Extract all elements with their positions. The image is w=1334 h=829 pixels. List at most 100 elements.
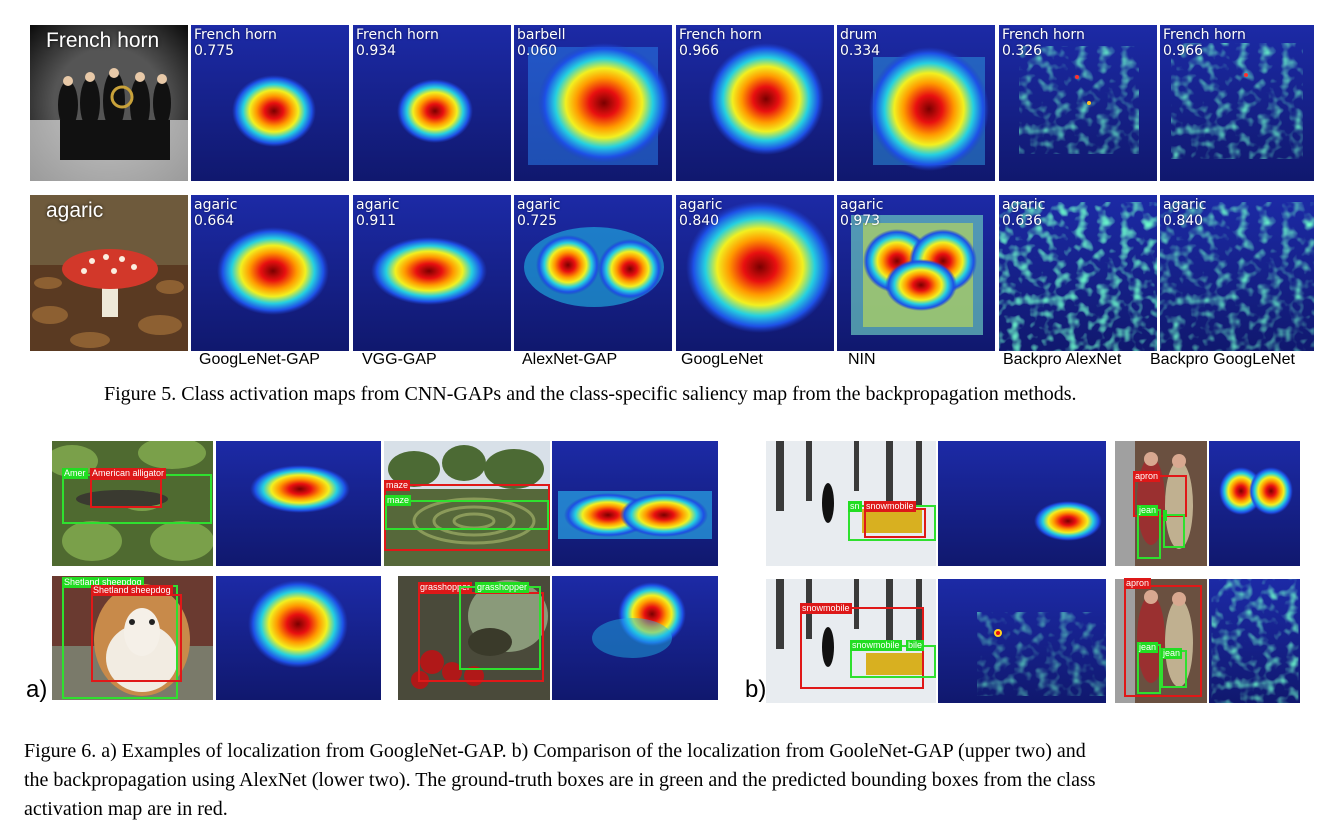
cell-class: drum: [840, 27, 878, 43]
cell-class: French horn: [194, 27, 277, 43]
photo-alligator: [52, 441, 213, 566]
cell-score: 0.840: [1163, 213, 1204, 229]
saliency-tile: French horn 0.966: [1160, 25, 1314, 181]
column-label: Backpro AlexNet: [1003, 351, 1122, 368]
ground-truth-box: [1163, 514, 1185, 548]
cam-tile: agaric 0.664: [191, 195, 349, 351]
box-tag: maze: [385, 495, 412, 506]
box-tag: Amer: [62, 468, 88, 479]
cell-class: agaric: [1002, 197, 1046, 213]
cell-score: 0.911: [356, 213, 397, 229]
cell-score: 0.840: [679, 213, 720, 229]
cam-tile: agaric 0.840: [676, 195, 834, 351]
cell-class: barbell: [517, 27, 566, 43]
subfigure-label-a: a): [26, 676, 48, 703]
cell-class: French horn: [1002, 27, 1085, 43]
cam-tile: barbell 0.060: [514, 25, 672, 181]
figure6-caption-line2: the backpropagation using AlexNet (lower…: [24, 769, 1096, 791]
ground-truth-box: [1137, 509, 1161, 559]
photo-french-horn: French horn: [30, 25, 188, 181]
cell-score: 0.966: [1163, 43, 1204, 59]
saliency-tile: agaric 0.636: [999, 195, 1157, 351]
cam-tile: agaric 0.911: [353, 195, 511, 351]
predicted-box: [864, 508, 926, 538]
box-tag: Shetland sheepdog: [62, 577, 144, 588]
box-tag: jean: [1161, 648, 1183, 659]
subfigure-label-b: b): [745, 676, 767, 703]
cell-class: agaric: [517, 197, 561, 213]
column-label: AlexNet-GAP: [522, 351, 618, 368]
box-tag: Shetland sheepdog: [91, 585, 173, 596]
cell-score: 0.966: [679, 43, 720, 59]
box-tag: American alligator: [90, 468, 167, 479]
box-tag: grasshopper: [475, 582, 530, 593]
box-tag: sn: [848, 501, 862, 512]
box-tag: jean: [1137, 642, 1159, 653]
saliency-tile: French horn 0.326: [999, 25, 1157, 181]
box-tag: bile: [906, 640, 925, 651]
cell-class: agaric: [679, 197, 723, 213]
cam-tile: French horn 0.775: [191, 25, 349, 181]
column-label: VGG-GAP: [362, 351, 437, 368]
cam-tile: French horn 0.966: [676, 25, 834, 181]
predicted-box: [91, 594, 182, 682]
cam-tile: [1209, 441, 1300, 566]
cam-tile: agaric 0.973: [837, 195, 995, 351]
box-tag: apron: [1133, 471, 1161, 482]
ground-truth-box: [459, 586, 541, 670]
saliency-tile: agaric 0.840: [1160, 195, 1314, 351]
box-tag: jean: [1137, 505, 1159, 516]
predicted-box: [1124, 585, 1202, 697]
cell-score: 0.725: [517, 213, 558, 229]
cell-class: agaric: [840, 197, 884, 213]
photo-grasshopper: [398, 576, 550, 700]
saliency-tile: [938, 579, 1106, 703]
photo-label: French horn: [46, 29, 160, 52]
cam-tile: French horn 0.934: [353, 25, 511, 181]
figure6-caption-line1: Figure 6. a) Examples of localization fr…: [24, 740, 1086, 762]
cam-tile: [216, 441, 381, 566]
cell-class: French horn: [679, 27, 762, 43]
box-tag: grasshopper: [418, 582, 473, 593]
cell-class: French horn: [356, 27, 439, 43]
box-tag: snowmobile: [864, 501, 916, 512]
box-tag: jean: [1163, 510, 1167, 521]
cell-score: 0.636: [1002, 213, 1043, 229]
cell-score: 0.664: [194, 213, 235, 229]
cam-tile: [552, 441, 718, 566]
box-tag: snowmobile: [850, 640, 902, 651]
cell-score: 0.934: [356, 43, 397, 59]
figure6-caption-line3: activation map are in red.: [24, 798, 228, 820]
box-tag: maze: [384, 480, 411, 491]
cell-score: 0.060: [517, 43, 558, 59]
cell-class: French horn: [1163, 27, 1246, 43]
predicted-box: [418, 592, 544, 682]
cam-tile: [938, 441, 1106, 566]
column-label: Backpro GoogLeNet: [1150, 351, 1295, 368]
ground-truth-box: [385, 500, 549, 530]
figure5-caption: Figure 5. Class activation maps from CNN…: [104, 383, 1077, 405]
column-label: GoogLeNet-GAP: [199, 351, 320, 368]
photo-sheepdog: [52, 576, 213, 700]
saliency-tile: [1209, 579, 1300, 703]
box-tag: apron: [1124, 578, 1152, 589]
cam-tile: [216, 576, 381, 700]
column-label: GoogLeNet: [681, 351, 763, 368]
cam-tile: drum 0.334: [837, 25, 995, 181]
cell-score: 0.334: [840, 43, 881, 59]
cell-score: 0.326: [1002, 43, 1043, 59]
cell-score: 0.775: [194, 43, 235, 59]
cam-tile: [552, 576, 718, 700]
cell-score: 0.973: [840, 213, 881, 229]
photo-agaric: agaric: [30, 195, 188, 351]
cell-class: agaric: [1163, 197, 1207, 213]
photo-apron: [1115, 579, 1207, 703]
predicted-box: [90, 478, 162, 508]
cell-class: agaric: [356, 197, 400, 213]
cell-class: agaric: [194, 197, 238, 213]
column-label: NIN: [848, 351, 876, 368]
box-tag: snowmobile: [800, 603, 852, 614]
cam-tile: agaric 0.725: [514, 195, 672, 351]
photo-label: agaric: [46, 199, 104, 222]
